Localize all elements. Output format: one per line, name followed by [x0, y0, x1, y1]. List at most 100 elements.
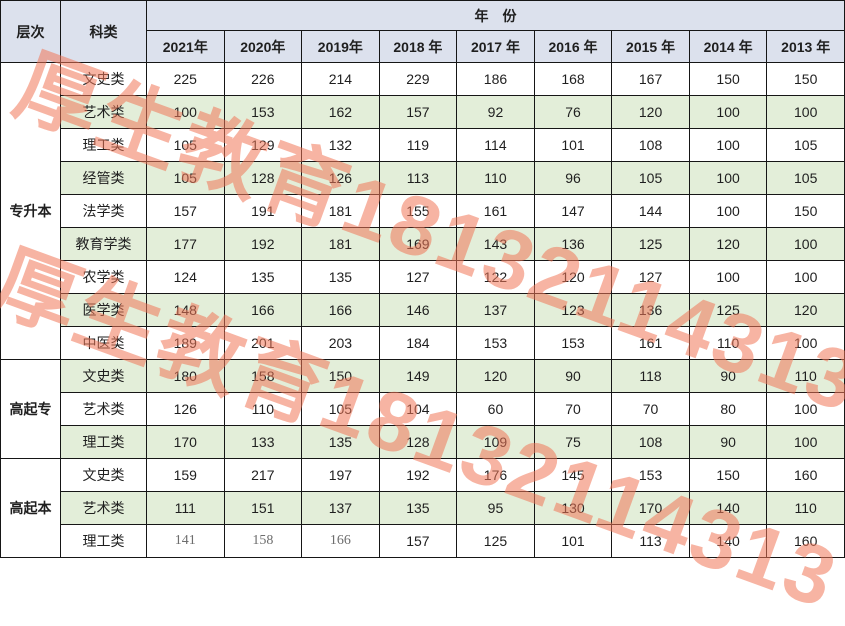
- score-cell: 108: [611, 128, 690, 162]
- table-row: 中医类 189 201 203 184 153 153 161 110 100: [1, 326, 845, 360]
- score-cell: 150: [766, 62, 845, 96]
- score-cell: 100: [766, 260, 845, 294]
- table-row: 艺术类 100 153 162 157 92 76 120 100 100: [1, 95, 845, 129]
- score-cell: 120: [456, 359, 535, 393]
- score-cell: 140: [688, 524, 768, 558]
- score-cell: 166: [301, 524, 380, 558]
- score-cell: 189: [146, 326, 225, 360]
- score-cell: 191: [223, 194, 303, 228]
- score-cell: 100: [688, 161, 768, 195]
- table-row: 艺术类 126 110 105 104 60 70 70 80 100: [1, 392, 845, 426]
- score-cell: 135: [378, 491, 458, 525]
- score-cell: 150: [766, 194, 845, 228]
- score-cell: 95: [456, 491, 535, 525]
- score-cell: 100: [688, 194, 768, 228]
- score-cell: 100: [766, 227, 845, 261]
- score-cell: 214: [301, 62, 380, 96]
- score-cell: 180: [146, 359, 225, 393]
- table-row: 高起本 文史类 159 217 197 192 176 145 153 150 160: [0, 458, 845, 558]
- table-row: 农学类 124 135 135 127 122 120 127 100 100: [1, 260, 845, 294]
- score-cell: 110: [456, 161, 535, 195]
- score-cell: 110: [688, 326, 768, 360]
- category-cell: 医学类: [60, 293, 147, 327]
- table-header: 层次 科类 年 份 2021年 2020年 2019年 2018 年 2017 年 201…: [0, 0, 845, 63]
- year-header: 2015 年: [611, 30, 690, 63]
- score-cell: 100: [766, 425, 845, 459]
- score-cell: 176: [456, 458, 535, 492]
- score-cell: 162: [301, 95, 380, 129]
- score-cell: 157: [378, 95, 458, 129]
- score-cell: 108: [611, 425, 690, 459]
- score-cell: 217: [223, 458, 303, 492]
- score-cell: 157: [146, 194, 225, 228]
- score-cell: 161: [456, 194, 535, 228]
- table-row: 艺术类 111 151 137 135 95 130 170 140 110: [1, 491, 845, 525]
- year-header: 2014 年: [688, 30, 768, 63]
- level-cell: 高起本: [0, 458, 61, 558]
- score-cell: 114: [456, 128, 535, 162]
- category-cell: 艺术类: [60, 95, 147, 129]
- admission-scores-table: 层次 科类 年 份 2021年 2020年 2019年 2018 年 2017 年 201…: [0, 0, 845, 558]
- score-cell: 105: [146, 161, 225, 195]
- score-cell: 120: [611, 95, 690, 129]
- score-cell: 150: [301, 359, 380, 393]
- score-cell: 132: [301, 128, 380, 162]
- score-cell: 100: [766, 392, 845, 426]
- score-cell: 150: [688, 458, 768, 492]
- score-cell: 181: [301, 194, 380, 228]
- score-cell: 124: [146, 260, 225, 294]
- score-cell: 136: [533, 227, 613, 261]
- year-group-header: 年 份: [146, 0, 845, 31]
- score-cell: 169: [378, 227, 458, 261]
- level-column-header: 层次: [0, 0, 61, 63]
- score-cell: 111: [146, 491, 225, 525]
- score-cell: 76: [533, 95, 613, 129]
- year-header: 2018 年: [378, 30, 458, 63]
- score-cell: 155: [378, 194, 458, 228]
- score-cell: 170: [146, 425, 225, 459]
- score-cell: 197: [301, 458, 380, 492]
- table-row: 经管类 105 128 126 113 110 96 105 100 105: [1, 161, 845, 195]
- category-column-header: 科类: [60, 0, 147, 63]
- score-cell: 119: [378, 128, 458, 162]
- score-cell: 148: [146, 293, 225, 327]
- score-cell: 60: [456, 392, 535, 426]
- score-cell: 110: [766, 491, 845, 525]
- category-cell: 文史类: [60, 359, 147, 393]
- score-cell: 100: [688, 128, 768, 162]
- score-cell: 90: [533, 359, 613, 393]
- score-cell: 181: [301, 227, 380, 261]
- score-cell: 130: [533, 491, 613, 525]
- category-cell: 法学类: [60, 194, 147, 228]
- score-cell: 201: [223, 326, 303, 360]
- score-cell: 137: [456, 293, 535, 327]
- score-cell: 137: [301, 491, 380, 525]
- score-cell: 225: [146, 62, 225, 96]
- score-cell: 109: [456, 425, 535, 459]
- score-cell: 145: [533, 458, 613, 492]
- table-row: 医学类 148 166 166 146 137 123 136 125 120: [1, 293, 845, 327]
- score-cell: 75: [533, 425, 613, 459]
- score-cell: 133: [223, 425, 303, 459]
- table-row: 法学类 157 191 181 155 161 147 144 100 150: [1, 194, 845, 228]
- score-cell: 105: [766, 128, 845, 162]
- category-cell: 艺术类: [60, 491, 147, 525]
- score-cell: 140: [688, 491, 768, 525]
- category-cell: 经管类: [60, 161, 147, 195]
- score-cell: 96: [533, 161, 613, 195]
- score-cell: 110: [223, 392, 303, 426]
- score-cell: 120: [533, 260, 613, 294]
- category-cell: 教育学类: [60, 227, 147, 261]
- score-cell: 105: [766, 161, 845, 195]
- score-cell: 100: [688, 260, 768, 294]
- score-cell: 192: [223, 227, 303, 261]
- score-cell: 143: [456, 227, 535, 261]
- score-cell: 192: [378, 458, 458, 492]
- score-cell: 70: [611, 392, 690, 426]
- level-cell: 高起专: [0, 359, 61, 459]
- table-row: 高起专 文史类 180 158 150 149 120 90 118 90 110: [0, 359, 845, 459]
- score-cell: 129: [223, 128, 303, 162]
- year-header: 2016 年: [533, 30, 613, 63]
- score-cell: 105: [301, 392, 380, 426]
